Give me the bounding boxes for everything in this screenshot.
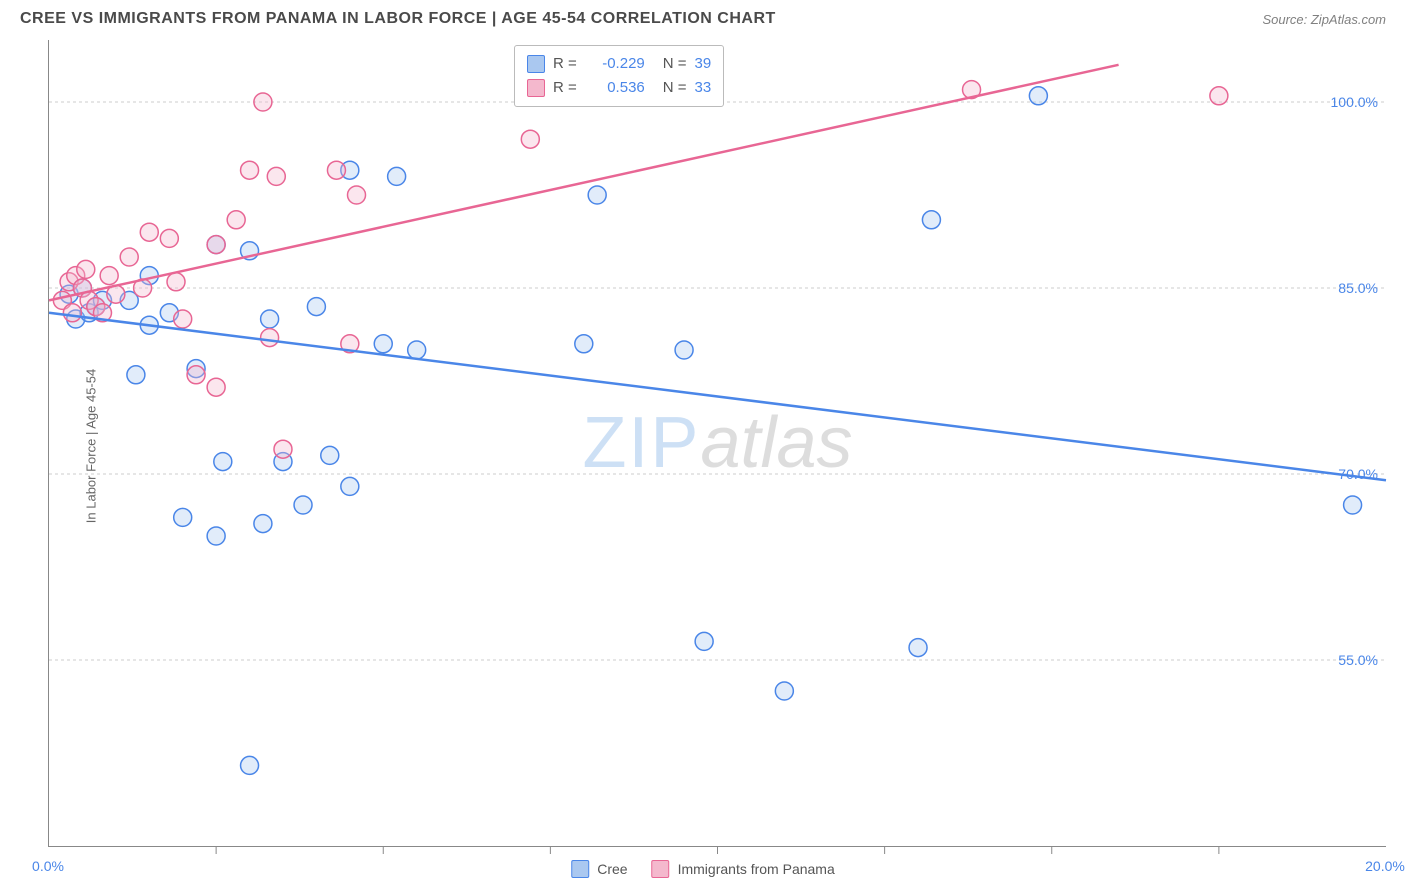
data-point — [321, 446, 339, 464]
data-point — [261, 329, 279, 347]
legend-bottom: Cree Immigrants from Panama — [571, 860, 835, 878]
data-point — [922, 211, 940, 229]
data-point — [261, 310, 279, 328]
data-point — [374, 335, 392, 353]
data-point — [909, 639, 927, 657]
legend-swatch — [527, 55, 545, 73]
data-point — [254, 93, 272, 111]
stats-row: R = -0.229 N = 39 — [527, 52, 711, 76]
stats-row: R = 0.536 N = 33 — [527, 76, 711, 100]
y-tick-label: 100.0% — [1331, 94, 1378, 110]
data-point — [100, 267, 118, 285]
stat-n-value: 33 — [695, 76, 712, 100]
data-point — [63, 304, 81, 322]
y-tick-label: 55.0% — [1338, 652, 1378, 668]
stat-r-value: -0.229 — [585, 52, 645, 76]
data-point — [167, 273, 185, 291]
data-point — [207, 527, 225, 545]
data-point — [521, 130, 539, 148]
y-tick-label: 70.0% — [1338, 466, 1378, 482]
chart-title: CREE VS IMMIGRANTS FROM PANAMA IN LABOR … — [20, 10, 776, 28]
data-point — [207, 236, 225, 254]
legend-swatch — [527, 79, 545, 97]
legend-item: Immigrants from Panama — [652, 860, 835, 878]
stat-n-value: 39 — [695, 52, 712, 76]
data-point — [127, 366, 145, 384]
data-point — [174, 310, 192, 328]
data-point — [1029, 87, 1047, 105]
data-point — [307, 298, 325, 316]
data-point — [207, 378, 225, 396]
x-tick-label: 0.0% — [32, 858, 64, 874]
stat-r-value: 0.536 — [585, 76, 645, 100]
data-point — [140, 223, 158, 241]
data-point — [160, 229, 178, 247]
data-point — [227, 211, 245, 229]
data-point — [187, 366, 205, 384]
data-point — [77, 260, 95, 278]
chart-header: CREE VS IMMIGRANTS FROM PANAMA IN LABOR … — [0, 0, 1406, 36]
legend-label: Immigrants from Panama — [678, 861, 835, 877]
data-point — [174, 508, 192, 526]
stat-n-label: N = — [663, 76, 687, 100]
data-point — [341, 477, 359, 495]
data-point — [294, 496, 312, 514]
stat-n-label: N = — [663, 52, 687, 76]
data-point — [241, 161, 259, 179]
stat-r-label: R = — [553, 76, 577, 100]
data-point — [241, 756, 259, 774]
legend-swatch — [571, 860, 589, 878]
data-point — [575, 335, 593, 353]
data-point — [348, 186, 366, 204]
correlation-stats-box: R = -0.229 N = 39 R = 0.536 N = 33 — [514, 45, 724, 107]
data-point — [254, 515, 272, 533]
chart-svg — [49, 40, 1386, 846]
data-point — [267, 167, 285, 185]
trend-line — [49, 313, 1386, 480]
data-point — [274, 440, 292, 458]
data-point — [214, 453, 232, 471]
stat-r-label: R = — [553, 52, 577, 76]
data-point — [327, 161, 345, 179]
data-point — [388, 167, 406, 185]
data-point — [588, 186, 606, 204]
data-point — [120, 248, 138, 266]
data-point — [775, 682, 793, 700]
data-point — [1210, 87, 1228, 105]
data-point — [1344, 496, 1362, 514]
legend-swatch — [652, 860, 670, 878]
legend-item: Cree — [571, 860, 627, 878]
legend-label: Cree — [597, 861, 627, 877]
y-tick-label: 85.0% — [1338, 280, 1378, 296]
chart-source: Source: ZipAtlas.com — [1262, 12, 1386, 27]
x-tick-label: 20.0% — [1365, 858, 1405, 874]
chart-plot-area: ZIPatlas R = -0.229N = 39R = 0.536N = 33… — [48, 40, 1386, 847]
data-point — [408, 341, 426, 359]
data-point — [675, 341, 693, 359]
data-point — [695, 632, 713, 650]
